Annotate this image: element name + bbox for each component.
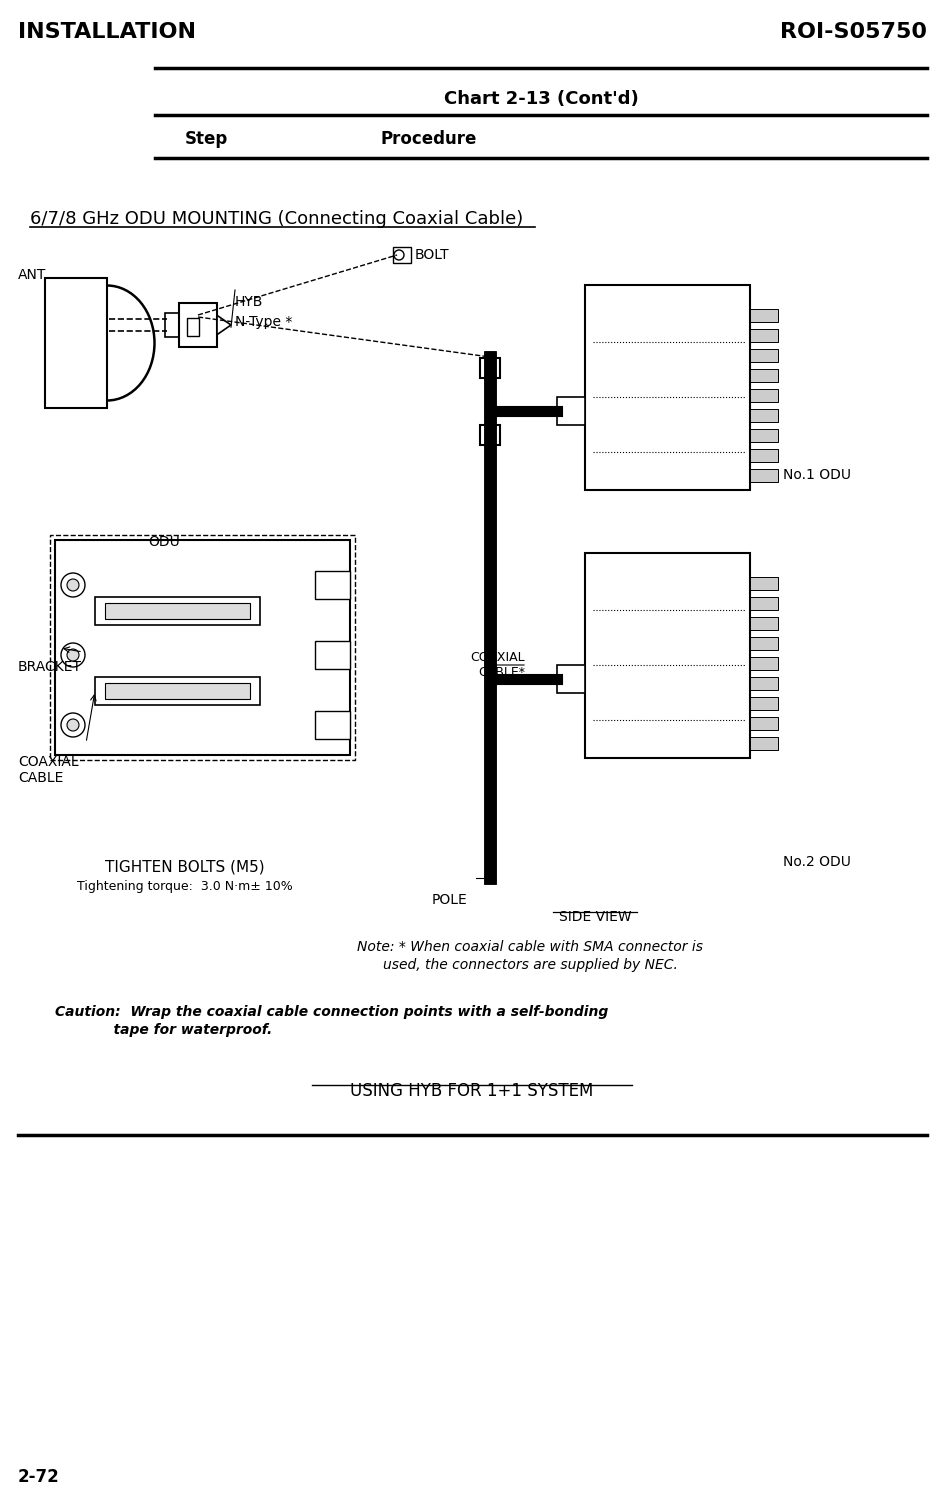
Bar	[556, 397, 584, 426]
Circle shape	[61, 714, 85, 738]
Bar	[480, 426, 499, 445]
Text: INSTALLATION: INSTALLATION	[18, 22, 195, 42]
Text: Caution:  Wrap the coaxial cable connection points with a self-bonding: Caution: Wrap the coaxial cable connecti…	[55, 1005, 608, 1020]
Text: ANT: ANT	[18, 269, 46, 282]
Text: ROI-S05750: ROI-S05750	[779, 22, 926, 42]
Bar	[314, 570, 349, 599]
Text: COAXIAL
CABLE: COAXIAL CABLE	[18, 755, 78, 785]
Bar	[105, 603, 250, 620]
Bar	[165, 314, 178, 337]
Circle shape	[394, 249, 404, 260]
Bar	[95, 676, 260, 705]
Bar	[750, 617, 777, 630]
Text: BOLT: BOLT	[414, 248, 449, 261]
Bar	[55, 540, 349, 755]
Circle shape	[61, 573, 85, 597]
Text: tape for waterproof.: tape for waterproof.	[55, 1023, 272, 1038]
Text: POLE: POLE	[431, 893, 467, 908]
Text: Tightening torque:  3.0 N·m± 10%: Tightening torque: 3.0 N·m± 10%	[77, 879, 293, 893]
Bar	[750, 676, 777, 690]
Text: N-Type *: N-Type *	[235, 315, 292, 328]
Text: COAXIAL
CABLE*: COAXIAL CABLE*	[470, 651, 525, 679]
Bar	[750, 369, 777, 382]
Bar	[178, 303, 217, 346]
Bar	[750, 576, 777, 590]
Text: 6/7/8 GHz ODU MOUNTING (Connecting Coaxial Cable): 6/7/8 GHz ODU MOUNTING (Connecting Coaxi…	[30, 211, 523, 228]
Bar	[750, 309, 777, 322]
Text: No.2 ODU: No.2 ODU	[783, 855, 850, 869]
Bar	[750, 738, 777, 749]
Circle shape	[67, 720, 79, 732]
Bar	[750, 597, 777, 611]
Bar	[105, 682, 250, 699]
Text: BRACKET: BRACKET	[18, 660, 82, 673]
Bar	[480, 358, 499, 378]
Circle shape	[67, 649, 79, 661]
Bar	[393, 246, 411, 263]
Bar	[584, 285, 750, 490]
Circle shape	[67, 579, 79, 591]
Bar	[750, 428, 777, 442]
Bar	[314, 640, 349, 669]
Bar	[750, 349, 777, 361]
Bar	[45, 278, 107, 408]
Text: 2-72: 2-72	[18, 1468, 59, 1486]
Bar	[750, 657, 777, 670]
Bar	[187, 318, 199, 336]
Text: HYB: HYB	[235, 296, 263, 309]
Text: No.1 ODU: No.1 ODU	[783, 467, 851, 482]
Text: Procedure: Procedure	[379, 130, 476, 148]
Bar	[556, 664, 584, 693]
Bar	[750, 638, 777, 649]
Bar	[750, 449, 777, 461]
Text: SIDE VIEW: SIDE VIEW	[558, 911, 631, 924]
Text: ODU: ODU	[148, 534, 179, 549]
Text: Note: * When coaxial cable with SMA connector is: Note: * When coaxial cable with SMA conn…	[357, 941, 702, 954]
Bar	[750, 717, 777, 730]
Text: Chart 2-13 (Cont'd): Chart 2-13 (Cont'd)	[443, 90, 638, 107]
Text: TIGHTEN BOLTS (M5): TIGHTEN BOLTS (M5)	[105, 860, 264, 875]
Text: used, the connectors are supplied by NEC.: used, the connectors are supplied by NEC…	[382, 959, 677, 972]
Circle shape	[61, 643, 85, 667]
Bar	[314, 711, 349, 739]
Bar	[750, 469, 777, 482]
Text: Step: Step	[185, 130, 228, 148]
Bar	[584, 552, 750, 758]
Bar	[750, 390, 777, 402]
Bar	[95, 597, 260, 626]
Text: USING HYB FOR 1+1 SYSTEM: USING HYB FOR 1+1 SYSTEM	[350, 1082, 593, 1100]
Bar	[50, 534, 355, 760]
Bar	[750, 697, 777, 711]
Bar	[750, 409, 777, 423]
Polygon shape	[217, 315, 230, 334]
Bar	[750, 328, 777, 342]
